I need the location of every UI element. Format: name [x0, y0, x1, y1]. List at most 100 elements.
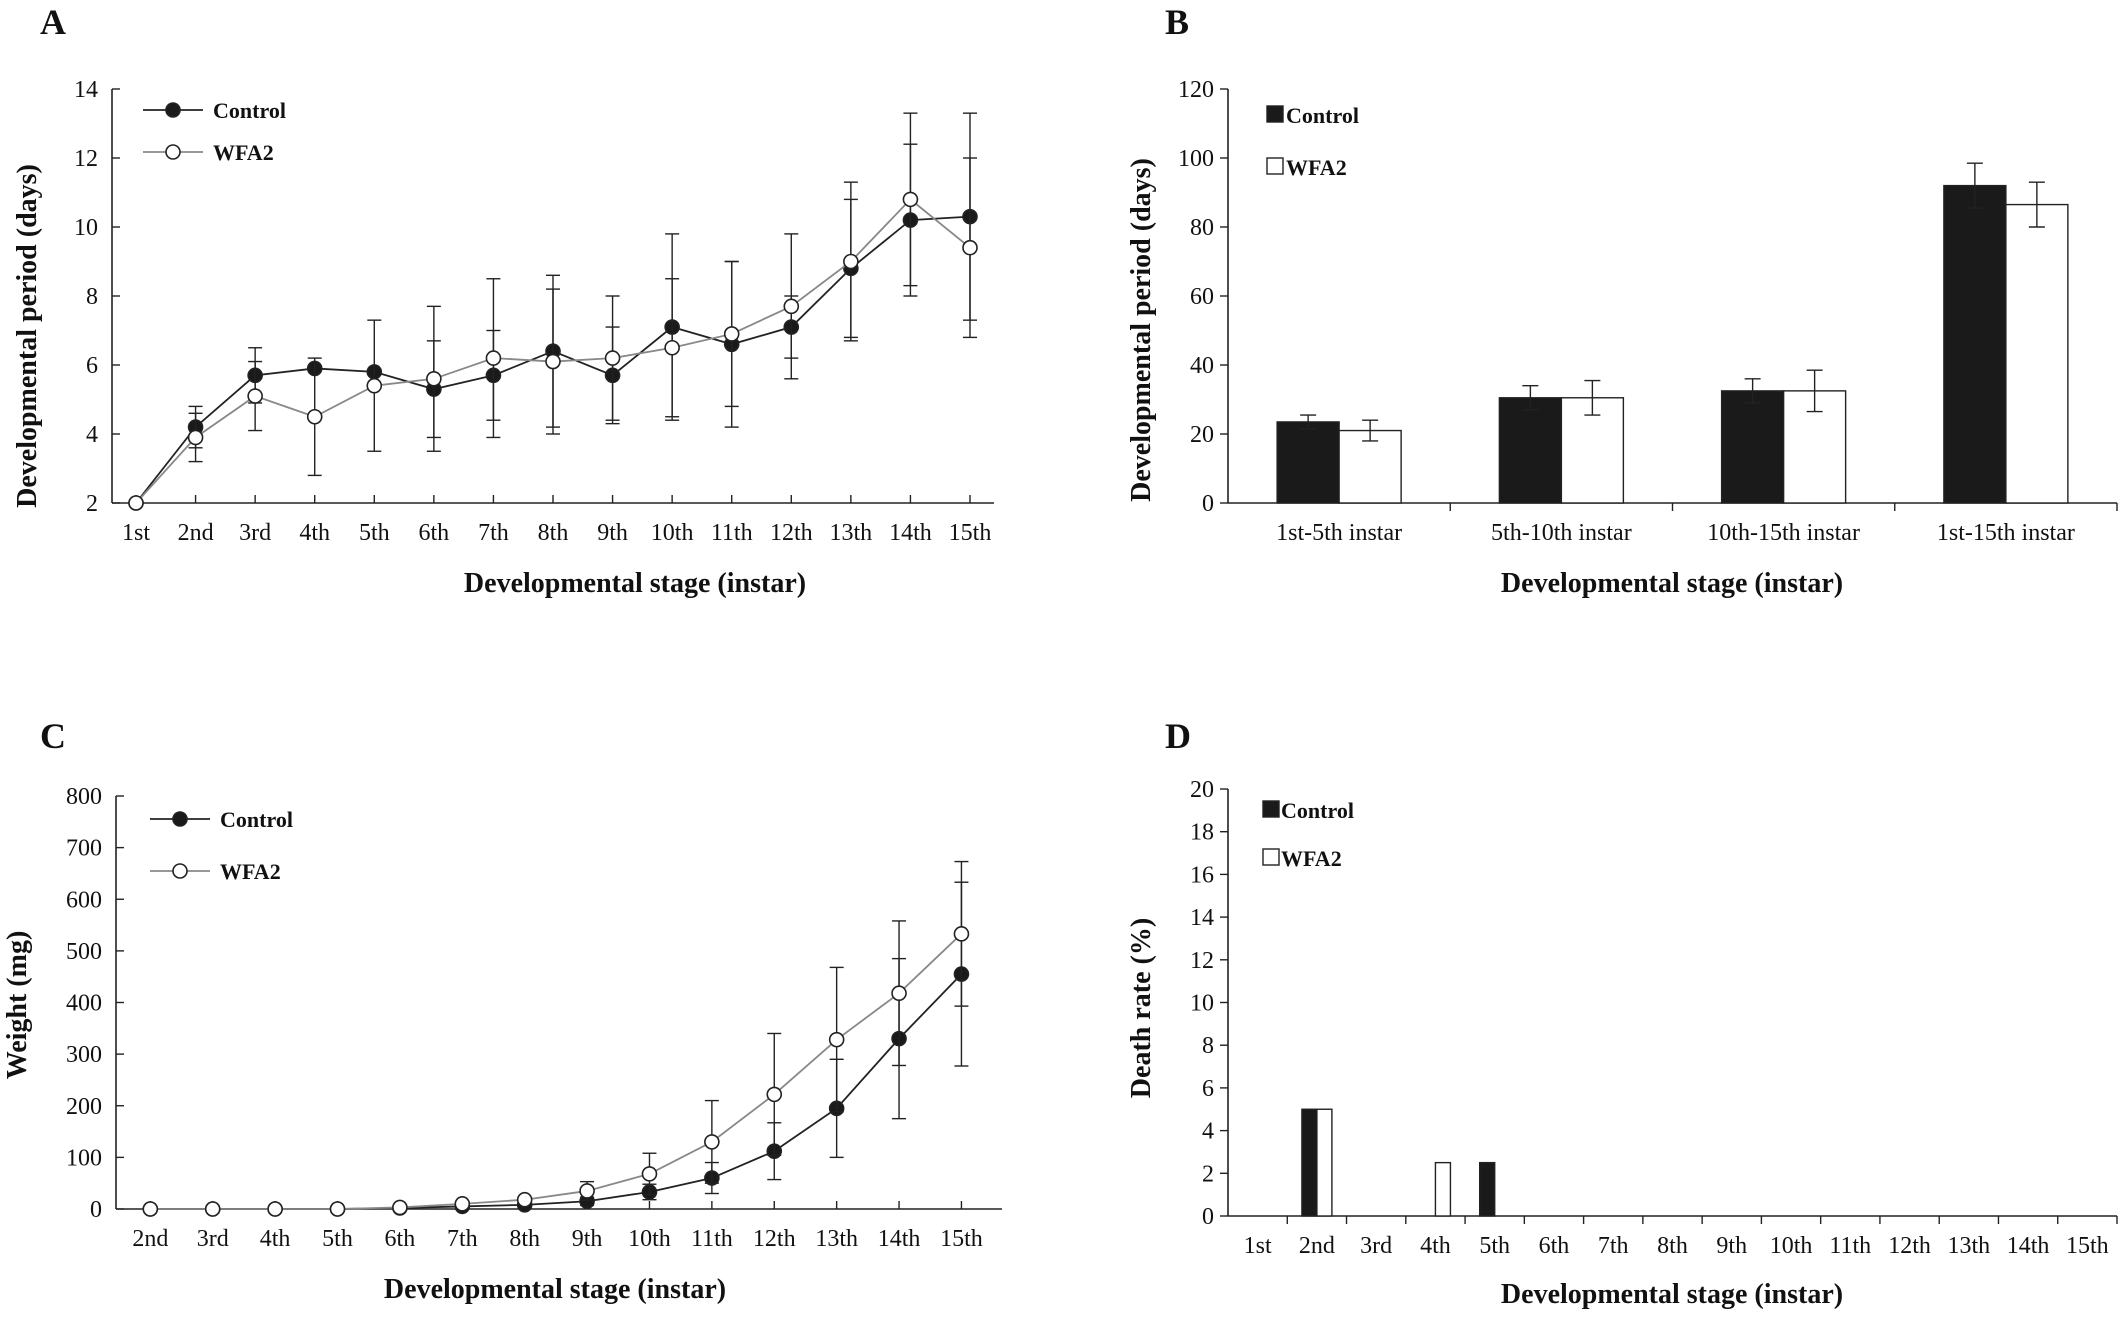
x-tick-label: 6th	[385, 1226, 416, 1252]
y-tick-label: 600	[66, 887, 102, 913]
y-tick-label: 12	[1190, 948, 1214, 974]
x-tick-label: 4th	[299, 520, 330, 546]
y-tick-label: 200	[66, 1094, 102, 1120]
legend-label-control: Control	[220, 807, 293, 832]
y-tick-label: 2	[1202, 1161, 1214, 1187]
y-axis-title: Developmental period (days)	[12, 164, 43, 508]
bar	[1338, 429, 1402, 504]
data-point	[329, 1201, 346, 1217]
data-point	[783, 298, 800, 315]
y-tick-label: 14	[74, 77, 98, 103]
x-tick-label: 14th	[878, 1226, 921, 1252]
data-point	[204, 1201, 221, 1217]
x-tick-label: 9th	[1716, 1233, 1747, 1259]
x-tick-label: 2nd	[1299, 1233, 1335, 1259]
x-tick-label: 3rd	[197, 1226, 229, 1252]
y-tick-label: 4	[86, 422, 98, 448]
data-point	[704, 1134, 720, 1150]
legend-swatch	[1262, 800, 1280, 818]
data-point	[128, 495, 144, 511]
x-tick-label: 8th	[538, 520, 569, 546]
data-point	[142, 1201, 159, 1217]
data-point	[843, 253, 859, 270]
data-point	[953, 926, 970, 942]
x-tick-label: 5th	[322, 1226, 353, 1252]
data-point	[828, 1031, 845, 1048]
x-tick-label: 10th-15th instar	[1707, 520, 1860, 546]
y-tick-label: 10	[1190, 991, 1214, 1017]
data-point	[426, 370, 442, 387]
y-tick-label: 0	[1202, 1204, 1214, 1230]
x-tick-label: 14th	[889, 520, 932, 546]
x-tick-label: 11th	[1829, 1233, 1871, 1259]
x-axis-title: Developmental stage (instar)	[464, 568, 806, 599]
x-tick-label: 1st	[1244, 1233, 1272, 1259]
series-line	[150, 973, 963, 1210]
y-tick-label: 8	[86, 284, 98, 310]
x-tick-label: 8th	[509, 1226, 540, 1252]
legend-swatch	[1266, 105, 1284, 123]
x-tick-label: 1st-5th instar	[1276, 520, 1402, 546]
x-tick-label: 5th	[359, 520, 390, 546]
y-tick-label: 20	[1190, 422, 1214, 448]
y-tick-label: 0	[1202, 491, 1214, 517]
legend-label-wfa2: WFA2	[1286, 155, 1347, 180]
x-tick-label: 12th	[770, 520, 813, 546]
y-tick-label: 18	[1190, 820, 1214, 846]
y-tick-label: 700	[66, 836, 102, 862]
x-tick-label: 11th	[711, 520, 753, 546]
panel-a: A Developmental stage (instar) Developme…	[12, 2, 994, 599]
x-tick-label: 15th	[940, 1226, 983, 1252]
legend-marker	[165, 102, 181, 118]
y-axis-title: Weight (mg)	[2, 931, 33, 1080]
y-tick-label: 100	[66, 1145, 102, 1171]
y-tick-label: 6	[86, 353, 98, 379]
bar	[1478, 1161, 1496, 1217]
y-tick-label: 4	[1202, 1119, 1214, 1145]
series-wfa2	[142, 860, 970, 1217]
x-tick-label: 12th	[753, 1226, 796, 1252]
bar	[1434, 1161, 1452, 1217]
x-tick-label: 8th	[1657, 1233, 1688, 1259]
x-tick-label: 7th	[447, 1226, 478, 1252]
x-tick-label: 4th	[1420, 1233, 1451, 1259]
x-tick-label: 9th	[572, 1226, 603, 1252]
data-point	[187, 429, 204, 446]
data-point	[723, 326, 740, 342]
x-tick-label: 3rd	[239, 520, 271, 546]
x-tick-label: 6th	[419, 520, 450, 546]
plot-area: 2 4 6 8 10 12 14 1st 2nd 3rd 4th 5th 6th 7th 8th 9th 10t…	[74, 77, 994, 546]
panel-c: C Developmental stage (instar) Weight (m…	[2, 716, 1002, 1305]
data-point	[766, 1086, 783, 1103]
x-tick-label: 14th	[2007, 1233, 2050, 1259]
bar	[1498, 397, 1563, 504]
x-axis-title: Developmental stage (instar)	[1501, 568, 1843, 599]
data-point	[485, 350, 502, 366]
data-point	[454, 1196, 471, 1212]
x-tick-label: 7th	[478, 520, 509, 546]
x-tick-label: 13th	[815, 1226, 858, 1252]
x-axis-title: Developmental stage (instar)	[1501, 1279, 1843, 1310]
data-point	[247, 388, 263, 404]
bar	[2005, 203, 2069, 504]
x-tick-label: 15th	[2066, 1233, 2109, 1259]
y-axis-title: Developmental period (days)	[1126, 158, 1157, 502]
panel-letter: C	[40, 716, 66, 756]
data-point	[516, 1191, 533, 1208]
data-point	[641, 1166, 658, 1182]
panel-letter: B	[1165, 2, 1189, 42]
x-tick-label: 10th	[628, 1226, 671, 1252]
y-tick-label: 12	[74, 146, 98, 172]
legend-swatch	[1266, 157, 1284, 175]
x-axis-title: Developmental stage (instar)	[384, 1274, 726, 1305]
legend-label-wfa2: WFA2	[220, 859, 281, 884]
bar	[1301, 1108, 1318, 1217]
bar	[1720, 390, 1785, 504]
y-tick-label: 10	[74, 215, 98, 241]
x-tick-label: 2nd	[132, 1226, 168, 1252]
legend-label-control: Control	[1281, 798, 1354, 823]
data-point	[306, 408, 323, 425]
data-point	[891, 985, 907, 1002]
y-tick-label: 300	[66, 1042, 102, 1068]
x-tick-label: 12th	[1888, 1233, 1931, 1259]
